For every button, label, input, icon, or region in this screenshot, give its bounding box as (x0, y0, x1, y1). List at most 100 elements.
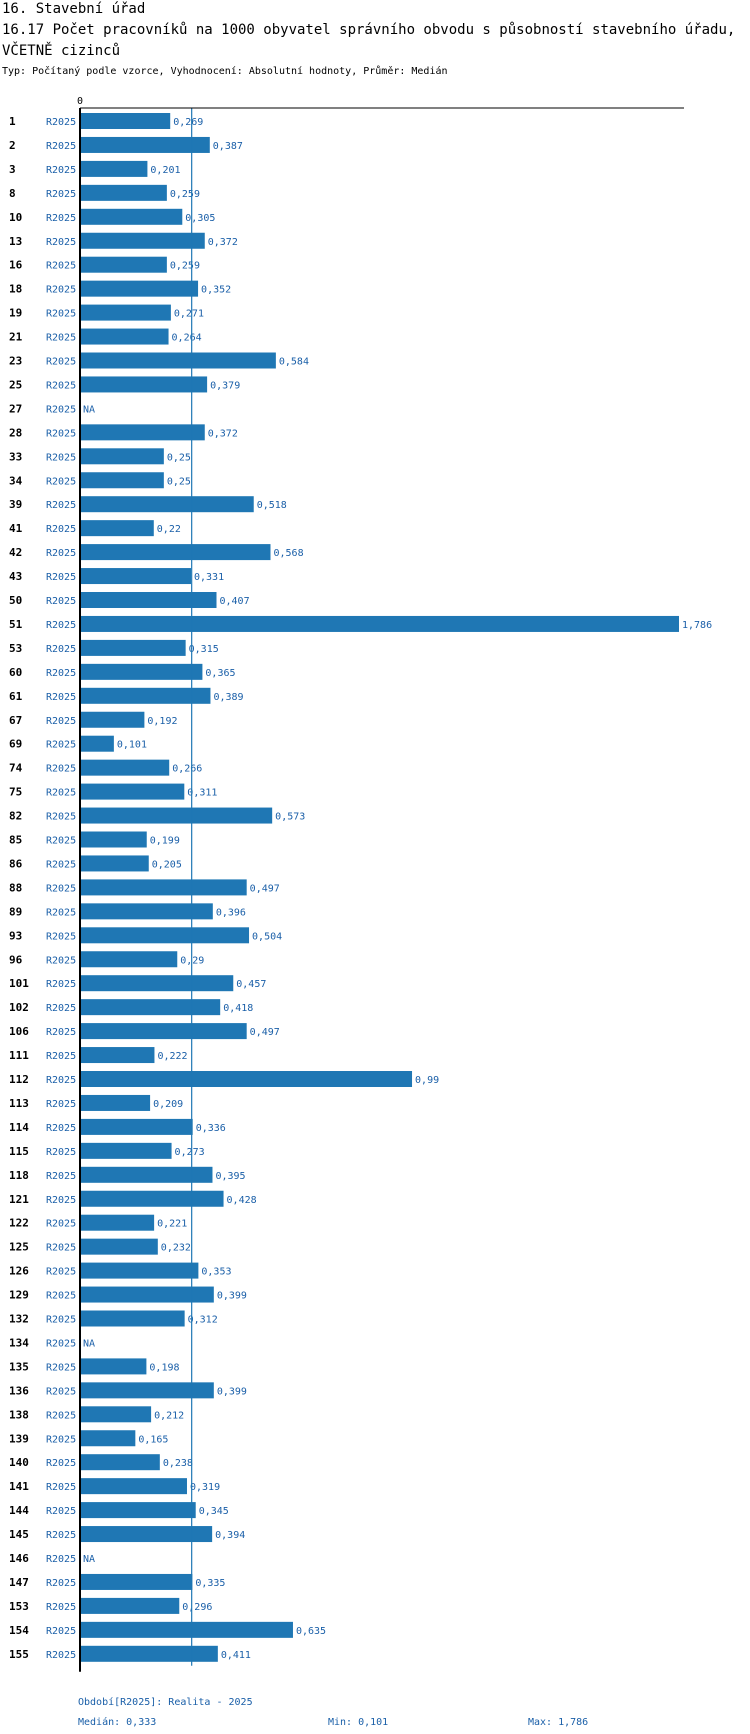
row-id-label: 96 (9, 953, 23, 966)
row-period-label: R2025 (46, 979, 76, 990)
bar (80, 1621, 293, 1638)
bar (80, 1358, 147, 1375)
section-title: 16. Stavební úřad (2, 1, 146, 17)
bar-value-label: 0,497 (250, 883, 280, 894)
row-period-label: R2025 (46, 117, 76, 128)
footer-min: Min: 0,101 (328, 1717, 389, 1728)
row-period-label: R2025 (46, 500, 76, 511)
row-id-label: 140 (9, 1456, 29, 1469)
bar (80, 376, 208, 393)
bar-value-label: 1,786 (682, 620, 712, 631)
bar-value-label: 0,232 (161, 1243, 191, 1254)
bar (80, 328, 169, 345)
bar-value-label: 0,635 (296, 1626, 326, 1637)
bar-value-label: 0,271 (174, 309, 204, 320)
bar-value-label: 0,205 (152, 859, 182, 870)
row-id-label: 23 (9, 355, 22, 368)
row-id-label: 135 (9, 1360, 29, 1373)
bar (80, 1454, 160, 1471)
row-id-label: 126 (9, 1265, 29, 1278)
row-id-label: 50 (9, 594, 22, 607)
row-period-label: R2025 (46, 1099, 76, 1110)
bar-value-label: 0,315 (189, 644, 219, 655)
bar (80, 687, 211, 704)
row-period-label: R2025 (46, 476, 76, 487)
row-period-label: R2025 (46, 716, 76, 727)
bar-value-label: 0,201 (150, 165, 180, 176)
bar (80, 113, 171, 129)
row-period-label: R2025 (46, 309, 76, 320)
row-period-label: R2025 (46, 788, 76, 799)
bar (80, 232, 205, 249)
row-period-label: R2025 (46, 644, 76, 655)
bar (80, 424, 205, 441)
bar-value-label: NA (83, 1338, 95, 1349)
bar-value-label: 0,396 (216, 907, 246, 918)
bar-value-label: 0,305 (185, 213, 215, 224)
bar-value-label: 0,418 (223, 1003, 253, 1014)
bar (80, 304, 171, 321)
footer-median: Medián: 0,333 (78, 1717, 157, 1728)
row-id-label: 93 (9, 929, 22, 942)
bar (80, 1047, 155, 1064)
bar-value-label: 0,165 (138, 1434, 168, 1445)
row-period-label: R2025 (46, 1051, 76, 1062)
bar-value-label: 0,407 (220, 596, 250, 607)
row-id-label: 74 (9, 762, 23, 775)
bar-value-label: 0,379 (210, 380, 240, 391)
row-period-label: R2025 (46, 548, 76, 559)
bar-value-label: 0,296 (182, 1602, 212, 1613)
bar-value-label: 0,259 (170, 261, 200, 272)
row-id-label: 102 (9, 1001, 29, 1014)
row-id-label: 61 (9, 690, 23, 703)
row-period-label: R2025 (46, 1434, 76, 1445)
bar-value-label: 0,389 (213, 692, 243, 703)
row-id-label: 144 (9, 1504, 29, 1517)
row-period-label: R2025 (46, 1578, 76, 1589)
bar-value-label: 0,319 (190, 1482, 220, 1493)
row-period-label: R2025 (46, 285, 76, 296)
bar-value-label: 0,387 (213, 141, 243, 152)
bar-value-label: 0,428 (227, 1195, 257, 1206)
row-id-label: 121 (9, 1193, 29, 1206)
bar-value-label: 0,399 (217, 1386, 247, 1397)
row-id-label: 112 (9, 1073, 29, 1086)
bar (80, 1406, 152, 1423)
bar-value-label: 0,573 (275, 812, 305, 823)
row-id-label: 21 (9, 331, 23, 344)
bar (80, 1286, 214, 1303)
footer-period: Období[R2025]: Realita - 2025 (78, 1697, 253, 1708)
row-id-label: 155 (9, 1648, 29, 1661)
row-period-label: R2025 (46, 237, 76, 248)
bar (80, 639, 186, 656)
bar-value-label: 0,192 (147, 716, 177, 727)
bar (80, 1502, 196, 1519)
row-period-label: R2025 (46, 1123, 76, 1134)
axis-zero-label: 0 (77, 96, 83, 107)
row-id-label: 10 (9, 211, 22, 224)
bar-value-label: 0,264 (172, 333, 202, 344)
bar-value-label: 0,568 (273, 548, 303, 559)
row-period-label: R2025 (46, 141, 76, 152)
row-id-label: 122 (9, 1217, 29, 1230)
bar-value-label: 0,411 (221, 1650, 251, 1661)
row-id-label: 141 (9, 1480, 29, 1493)
row-period-label: R2025 (46, 189, 76, 200)
bar-value-label: 0,457 (236, 979, 266, 990)
bar-value-label: 0,311 (187, 788, 217, 799)
row-id-label: 82 (9, 810, 22, 823)
bar-value-label: 0,25 (167, 452, 191, 463)
row-id-label: 125 (9, 1241, 29, 1254)
bar (80, 615, 679, 632)
row-period-label: R2025 (46, 1338, 76, 1349)
bar-value-label: 0,584 (279, 357, 309, 368)
row-id-label: 111 (9, 1049, 29, 1062)
bar-value-label: 0,238 (163, 1458, 193, 1469)
bar-value-label: 0,273 (175, 1147, 205, 1158)
row-period-label: R2025 (46, 1075, 76, 1086)
chart-title: 16.17 Počet pracovníků na 1000 obyvatel … (2, 22, 736, 59)
bar-value-label: 0,209 (153, 1099, 183, 1110)
bar-value-label: 0,29 (180, 955, 204, 966)
row-period-label: R2025 (46, 524, 76, 535)
